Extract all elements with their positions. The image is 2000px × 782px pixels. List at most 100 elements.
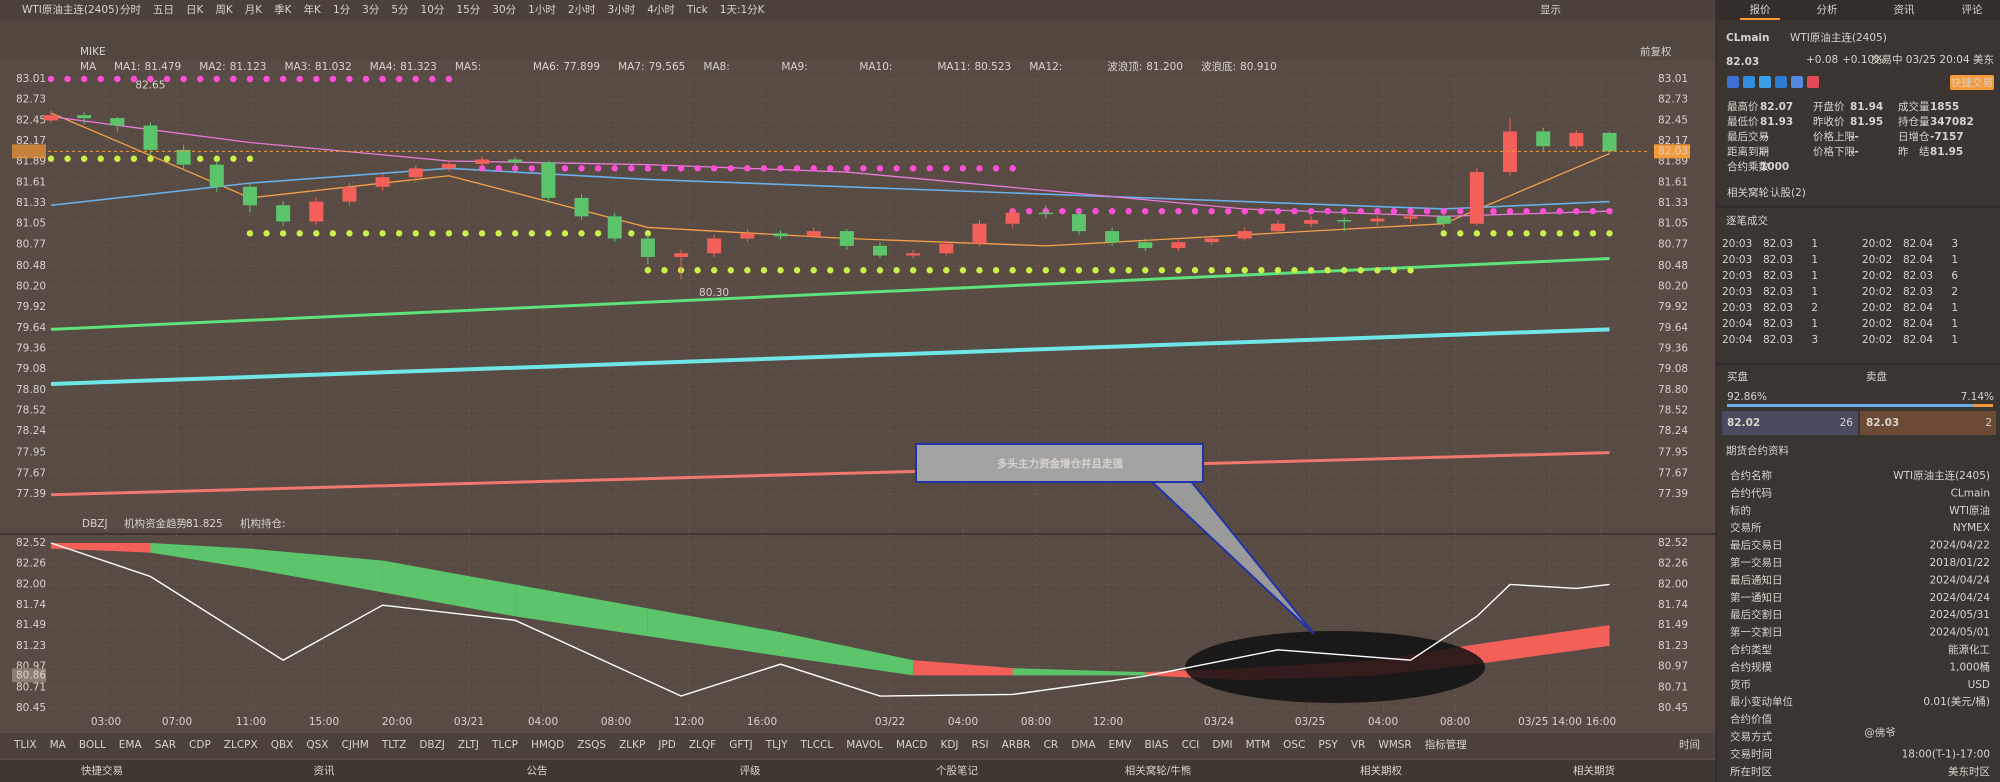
indicator-tab[interactable]: OSC <box>1283 739 1305 751</box>
y-tick-label-right: 78.80 <box>1658 384 1688 396</box>
footer-tab[interactable]: 相关期货 <box>1573 764 1615 777</box>
indicator-tab[interactable]: KDJ <box>940 739 958 751</box>
indicator-tab[interactable]: ZLKP <box>619 739 645 751</box>
related-link[interactable]: 认股(2) <box>1770 186 1806 199</box>
quick-trade-btn[interactable] <box>1950 75 1994 90</box>
indicator-tab[interactable]: 指标管理 <box>1425 738 1467 751</box>
y-tick-label-right: 78.24 <box>1658 425 1688 437</box>
indicator-tab[interactable]: VR <box>1351 739 1365 751</box>
period-tab[interactable]: Tick <box>686 4 709 16</box>
adjust-toggle[interactable]: 前复权 <box>1640 45 1672 58</box>
period-tab[interactable]: 周K <box>215 4 233 16</box>
indicator-tab[interactable]: GFTJ <box>729 739 753 751</box>
indicator-tab[interactable]: MAVOL <box>846 739 883 751</box>
info-value: 2024/04/24 <box>1929 574 1990 586</box>
panel-tab[interactable]: 分析 <box>1817 3 1839 16</box>
quote-value: -- <box>1850 131 1859 143</box>
y-tick-label-right: 80.45 <box>1658 702 1688 714</box>
time-tab[interactable]: 时间 <box>1679 738 1700 751</box>
indicator-tab[interactable]: EMV <box>1109 739 1133 751</box>
indicator-tab[interactable]: TLIX <box>13 739 37 751</box>
indicator-tab[interactable]: SAR <box>155 739 176 751</box>
indicator-tab[interactable]: ARBR <box>1002 739 1031 751</box>
panel-tab[interactable]: 报价 <box>1750 3 1772 16</box>
indicator-tab[interactable]: MACD <box>896 739 927 751</box>
indicator-tab[interactable]: QSX <box>306 739 328 751</box>
period-tab[interactable]: 月K <box>245 4 263 16</box>
indicator-tab[interactable]: ZLCPX <box>224 739 258 751</box>
indicator-tab[interactable]: BIAS <box>1144 739 1168 751</box>
indicator-tab[interactable]: ZSQS <box>577 739 606 751</box>
indicator-tab[interactable]: DMI <box>1212 739 1232 751</box>
period-tab[interactable]: 季K <box>274 4 292 16</box>
ribbon-segment <box>249 548 383 593</box>
trade-vol: 1 <box>1811 254 1818 266</box>
period-tab[interactable]: 五日 <box>153 4 174 16</box>
indicator-tab[interactable]: HMQD <box>531 739 564 751</box>
info-label: 标的 <box>1730 504 1751 517</box>
period-tab[interactable]: 5分 <box>391 4 409 16</box>
y-tick-label: 80.45 <box>16 702 46 714</box>
candle-body <box>508 159 523 163</box>
period-tab[interactable]: 1小时 <box>528 4 556 16</box>
signal-dot <box>1108 267 1116 274</box>
indicator-tab[interactable]: MA <box>50 739 67 751</box>
panel-tab[interactable]: 资讯 <box>1894 3 1916 16</box>
period-tab[interactable]: 3分 <box>362 4 380 16</box>
quick-trade[interactable]: 快捷交易 <box>1951 76 1993 89</box>
signal-dot <box>628 230 635 237</box>
indicator-tab[interactable]: RSI <box>972 739 989 751</box>
indicator-tab[interactable]: DBZJ <box>419 739 445 751</box>
ma-label: MA2: <box>199 61 225 73</box>
footer-tab[interactable]: 资讯 <box>314 764 335 777</box>
ma-label: MA1: <box>114 61 140 73</box>
period-tab[interactable]: 1分 <box>333 4 351 16</box>
period-tab[interactable]: 15分 <box>456 4 480 16</box>
signal-dot <box>793 267 801 274</box>
highlight-ellipse <box>1185 631 1485 703</box>
signal-dot <box>827 165 834 172</box>
signal-dot <box>80 155 88 162</box>
y-tick-label: 81.05 <box>16 218 46 230</box>
y-tick-label-right: 82.00 <box>1658 578 1688 590</box>
indicator-tab[interactable]: PSY <box>1318 739 1338 751</box>
indicator-tab[interactable]: TLCP <box>491 739 518 751</box>
display-menu[interactable]: 显示 <box>1540 4 1561 16</box>
footer-tab[interactable]: 个股笔记 <box>936 764 978 777</box>
signal-dot <box>594 230 602 237</box>
indicator-tab[interactable]: MTM <box>1246 739 1271 751</box>
period-tab[interactable]: 1天:1分K <box>720 4 766 16</box>
period-tab[interactable]: 日K <box>186 4 204 16</box>
period-tab[interactable]: 10分 <box>421 4 445 16</box>
period-tab[interactable]: 年K <box>304 3 322 16</box>
candle-body <box>176 149 191 165</box>
indicator-tab[interactable]: CR <box>1044 739 1059 751</box>
indicator-tab[interactable]: BOLL <box>79 739 106 751</box>
footer-tab[interactable]: 评级 <box>740 765 761 777</box>
indicator-tab[interactable]: WMSR <box>1378 739 1411 751</box>
indicator-tab[interactable]: JPD <box>657 739 676 751</box>
indicator-tab[interactable]: TLCCL <box>800 739 834 751</box>
footer-tab[interactable]: 相关期权 <box>1360 764 1402 777</box>
indicator-tab[interactable]: EMA <box>119 739 143 751</box>
footer-tab[interactable]: 相关窝轮/牛熊 <box>1125 764 1192 777</box>
period-tab[interactable]: 3小时 <box>608 4 636 16</box>
indicator-tab[interactable]: QBX <box>271 739 294 751</box>
indicator-tab[interactable]: DMA <box>1071 739 1096 751</box>
indicator-tab[interactable]: CJHM <box>341 739 368 751</box>
period-tab[interactable]: 30分 <box>492 4 516 16</box>
period-tab[interactable]: 4小时 <box>647 4 675 16</box>
footer-tab[interactable]: 公告 <box>527 764 548 777</box>
signal-dot <box>1208 267 1215 274</box>
indicator-tab[interactable]: CCI <box>1182 739 1200 751</box>
panel-tab[interactable]: 评论 <box>1962 3 1984 16</box>
footer-tab[interactable]: 快捷交易 <box>81 764 123 777</box>
period-tab[interactable]: 2小时 <box>568 4 596 16</box>
indicator-tab[interactable]: TLTZ <box>381 739 406 751</box>
indicator-tab[interactable]: TLJY <box>765 739 788 751</box>
period-tab[interactable]: 分时 <box>120 4 141 16</box>
x-tick-label: 03:00 <box>91 716 121 728</box>
indicator-tab[interactable]: ZLTJ <box>458 739 479 751</box>
indicator-tab[interactable]: CDP <box>189 739 211 751</box>
indicator-tab[interactable]: ZLQF <box>689 739 716 751</box>
